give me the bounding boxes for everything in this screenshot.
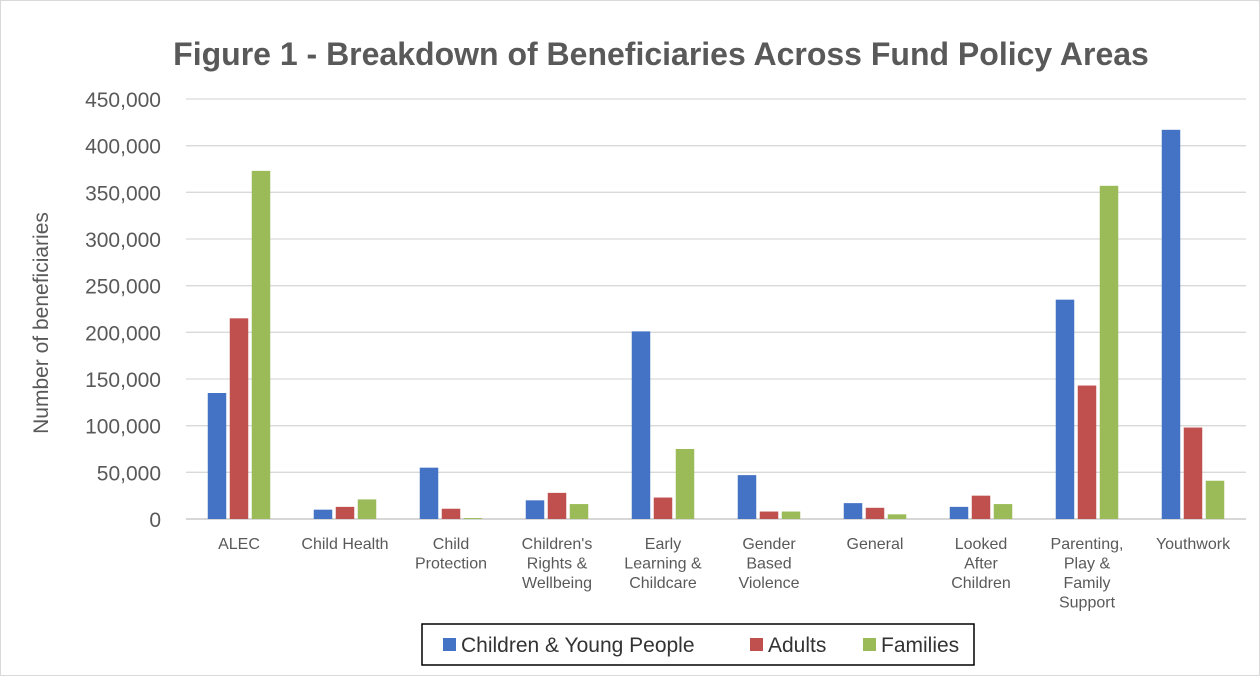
y-tick-label: 100,000 <box>85 416 161 439</box>
legend-box <box>421 623 975 666</box>
x-tick-label: Gender Based Violence <box>738 536 799 592</box>
y-tick-label: 450,000 <box>85 89 161 112</box>
bar-children-young-people-6 <box>843 503 863 519</box>
y-tick-label: 150,000 <box>85 369 161 392</box>
legend: Children & Young People Adults Families <box>421 623 975 666</box>
bar-children-young-people-9 <box>1161 129 1181 520</box>
bar-adults-2 <box>441 508 461 519</box>
legend-swatch <box>750 638 763 651</box>
legend-swatch <box>443 638 456 651</box>
y-tick-label: 50,000 <box>97 462 161 485</box>
x-tick-label: General <box>847 536 904 553</box>
bar-families-5 <box>781 511 801 519</box>
bar-families-1 <box>357 499 377 519</box>
legend-label: Children & Young People <box>461 634 695 657</box>
x-tick-label: Looked After Children <box>951 536 1011 592</box>
x-axis-ticks: ALEC Child Health Child Protection Children'… <box>218 536 1231 612</box>
bar-children-young-people-2 <box>419 467 439 519</box>
bar-children-young-people-4 <box>631 331 651 519</box>
bar-adults-6 <box>865 507 885 519</box>
bar-families-2 <box>463 518 483 519</box>
x-tick-label: Child Health <box>301 536 388 553</box>
y-tick-label: 400,000 <box>85 136 161 159</box>
bars <box>207 129 1225 520</box>
bar-families-0 <box>251 170 271 519</box>
bar-adults-0 <box>229 318 249 519</box>
bar-families-4 <box>675 449 695 519</box>
bar-adults-5 <box>759 511 779 519</box>
bar-families-6 <box>887 514 907 519</box>
y-axis-label: Number of beneficiaries <box>30 212 53 434</box>
bar-adults-8 <box>1077 385 1097 519</box>
bar-adults-3 <box>547 492 567 519</box>
legend-label: Families <box>881 634 959 657</box>
x-tick-label: Child Protection <box>415 536 487 573</box>
y-tick-label: 300,000 <box>85 229 161 252</box>
bar-adults-9 <box>1183 427 1203 519</box>
x-tick-label: Early Learning & Childcare <box>624 536 702 592</box>
x-tick-label: Youthwork <box>1156 536 1231 553</box>
y-axis-ticks: 0 50,000 100,000 150,000 200,000 250,000 300,0… <box>85 89 161 532</box>
x-tick-label: Children's Rights & Wellbeing <box>522 536 593 592</box>
bar-children-young-people-3 <box>525 500 545 519</box>
chart-title: Figure 1 - Breakdown of Beneficiaries Ac… <box>173 36 1149 72</box>
bar-children-young-people-0 <box>207 393 227 519</box>
bar-adults-7 <box>971 495 991 519</box>
bar-families-9 <box>1205 480 1225 519</box>
legend-label: Adults <box>768 634 826 657</box>
bar-families-3 <box>569 504 589 519</box>
x-tick-label: ALEC <box>218 536 260 553</box>
gridlines <box>186 98 1246 520</box>
y-tick-label: 0 <box>149 509 161 532</box>
bar-adults-1 <box>335 506 355 519</box>
y-tick-label: 250,000 <box>85 276 161 299</box>
y-tick-label: 350,000 <box>85 182 161 205</box>
bar-adults-4 <box>653 497 673 519</box>
bar-children-young-people-5 <box>737 475 757 519</box>
bar-children-young-people-1 <box>313 509 333 519</box>
legend-swatch <box>863 638 876 651</box>
bar-children-young-people-7 <box>949 506 969 519</box>
x-tick-label: Parenting, Play & Family Support <box>1051 536 1124 612</box>
bar-children-young-people-8 <box>1055 299 1075 519</box>
bar-families-8 <box>1099 185 1119 520</box>
y-tick-label: 200,000 <box>85 322 161 345</box>
bar-families-7 <box>993 504 1013 519</box>
